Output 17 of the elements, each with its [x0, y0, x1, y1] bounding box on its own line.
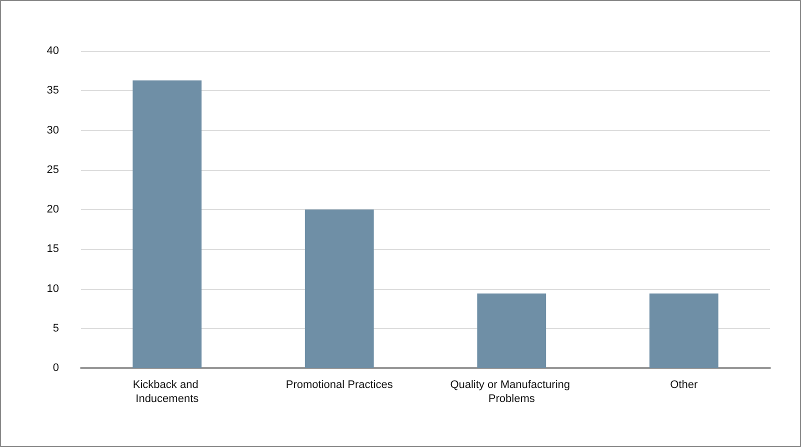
y-tick-label: 25 [46, 164, 59, 176]
x-tick-label: Promotional Practices [286, 379, 394, 391]
y-tick-label: 5 [52, 322, 59, 334]
bar [304, 210, 374, 368]
y-tick-label: 15 [46, 243, 59, 256]
bar [649, 294, 718, 368]
x-tick-label: Other [670, 379, 698, 391]
y-tick-label: 35 [46, 84, 59, 97]
y-tick-label: 40 [46, 45, 59, 57]
y-tick-label: 30 [46, 124, 59, 136]
y-tick-label: 0 [52, 362, 59, 374]
x-tick-label: Kickback and Inducements [132, 379, 202, 405]
y-tick-label: 20 [46, 204, 59, 216]
bar [132, 80, 202, 368]
bar [477, 294, 546, 368]
x-tick-label: Quality or Manufacturing Problems [450, 379, 574, 405]
y-tick-label: 10 [46, 282, 59, 295]
